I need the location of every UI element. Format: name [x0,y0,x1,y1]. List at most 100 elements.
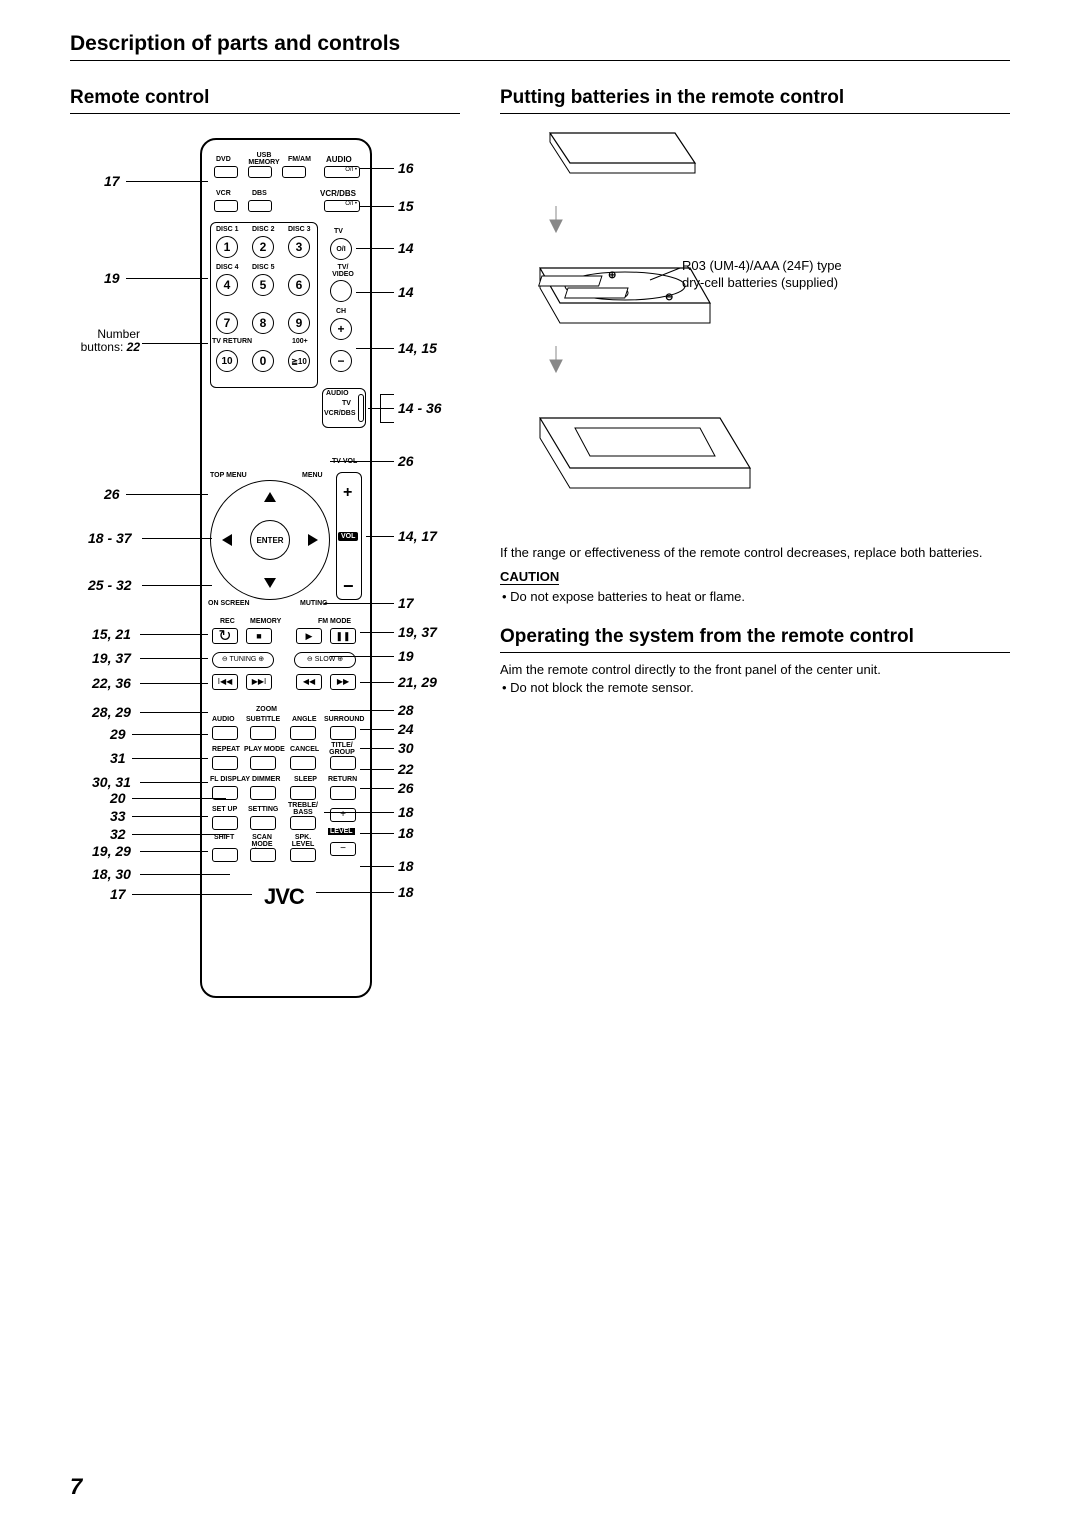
callout-r-24: 24 [398,721,414,737]
btn-gte10: ≧10 [288,350,310,372]
btn-4: 4 [216,274,238,296]
operate-item: Do not block the remote sensor. [500,680,1010,695]
btn-vcr [214,200,238,212]
callout-l-26: 26 [104,486,120,502]
label-memory: MEMORY [250,618,281,625]
callout-l-19: 19 [104,270,120,286]
btn-3: 3 [288,236,310,258]
label-vcr: VCR [216,190,231,197]
remote-control-heading: Remote control [70,87,460,114]
btn-stop: ■ [246,628,272,644]
label-zoom: ZOOM [256,706,277,713]
remote-body: DVD USBMEMORY FM/AM AUDIO O/I • VCR DBS … [200,138,372,998]
label-rec: REC [220,618,235,625]
btn-setup [212,816,238,830]
callout-numbuttons: Numberbuttons: 22 [70,328,140,354]
btn-usb [248,166,272,178]
btn-tuning: ⊖ TUNING ⊕ [212,652,274,668]
callout-r-1937: 19, 37 [398,624,437,640]
btn-playmode [250,756,276,770]
label-menu: MENU [302,472,323,479]
callout-l-17c: 17 [110,886,126,902]
batteries-heading: Putting batteries in the remote control [500,87,1010,114]
label-fldisplay: FL DISPLAY [210,776,250,783]
btn-1: 1 [216,236,238,258]
callout-r-22: 22 [398,761,414,777]
label-treble: TREBLE/BASS [286,802,320,816]
callout-r-15: 15 [398,198,414,214]
callout-l-33: 33 [110,808,126,824]
btn-audio2 [212,726,238,740]
battery-illustration: ⊕ ⊖ [520,128,820,528]
label-fmmode: FM MODE [318,618,351,625]
btn-level-minus: − [330,842,356,856]
btn-audio-power: O/I • [324,166,360,178]
btn-prev: I◀◀ [212,674,238,690]
btn-shift [212,848,238,862]
btn-fmam [282,166,306,178]
callout-r-26b: 26 [398,780,414,796]
label-shift: SHIFT [214,834,234,841]
label-sleep: SLEEP [294,776,317,783]
callout-r-30: 30 [398,740,414,756]
btn-ffw: ▶▶ [330,674,356,690]
btn-ch-down: − [330,350,352,372]
label-vol: VOL [338,532,358,541]
label-tvvideo: TV/VIDEO [328,264,358,278]
operate-note: Aim the remote control directly to the f… [500,661,1010,679]
label-vcrdbs: VCR/DBS [320,190,356,198]
btn-7: 7 [216,312,238,334]
label-tv: TV [334,228,343,235]
btn-dvd [214,166,238,178]
btn-spklevel [290,848,316,862]
caution-item: Do not expose batteries to heat or flame… [500,589,1010,604]
label-topmenu: TOP MENU [210,472,247,479]
label-spklevel: SPK.LEVEL [290,834,316,848]
btn-cancel [290,756,316,770]
btn-repeat [212,756,238,770]
callout-r-14a: 14 [398,240,414,256]
page-number: 7 [70,1474,82,1500]
label-100plus: 100+ [292,338,308,345]
btn-treble [290,816,316,830]
btn-2: 2 [252,236,274,258]
svg-text:⊕: ⊕ [608,270,616,281]
callout-r-1436: 14 - 36 [398,400,442,416]
btn-tvvideo [330,280,352,302]
label-angle: ANGLE [292,716,317,723]
callout-r-18d: 18 [398,884,414,900]
label-audio: AUDIO [326,156,352,164]
label-sel-vcrdbs: VCR/DBS [324,410,356,417]
label-return: RETURN [328,776,357,783]
btn-tv-power: O/I [330,238,352,260]
callout-l-1521: 15, 21 [92,626,131,642]
callout-r-2129: 21, 29 [398,674,437,690]
label-surround: SURROUND [324,716,364,723]
callout-r-28: 28 [398,702,414,718]
label-tvreturn: TV RETURN [212,338,252,345]
callout-r-1417: 14, 17 [398,528,437,544]
label-dimmer: DIMMER [252,776,280,783]
label-disc5: DISC 5 [252,264,275,271]
vol-plus-icon: + [343,484,352,502]
label-dbs: DBS [252,190,267,197]
btn-5: 5 [252,274,274,296]
label-usb: USBMEMORY [246,152,282,166]
btn-next: ▶▶I [246,674,272,690]
cursor-down-icon [264,578,276,588]
label-disc2: DISC 2 [252,226,275,233]
svg-text:⊖: ⊖ [665,292,673,303]
label-cancel: CANCEL [290,746,319,753]
label-dvd: DVD [216,156,231,163]
label-level: LEVEL [328,828,355,835]
label-onscreen: ON SCREEN [208,600,250,607]
btn-8: 8 [252,312,274,334]
label-repeat: REPEAT [212,746,240,753]
callout-r-18b: 18 [398,825,414,841]
callout-l-32: 32 [110,826,126,842]
callout-l-3031: 30, 31 [92,774,131,790]
label-sel-audio: AUDIO [326,390,349,397]
callout-r-19: 19 [398,648,414,664]
btn-slow: ⊖ SLOW ⊕ [294,652,356,668]
btn-dbs [248,200,272,212]
